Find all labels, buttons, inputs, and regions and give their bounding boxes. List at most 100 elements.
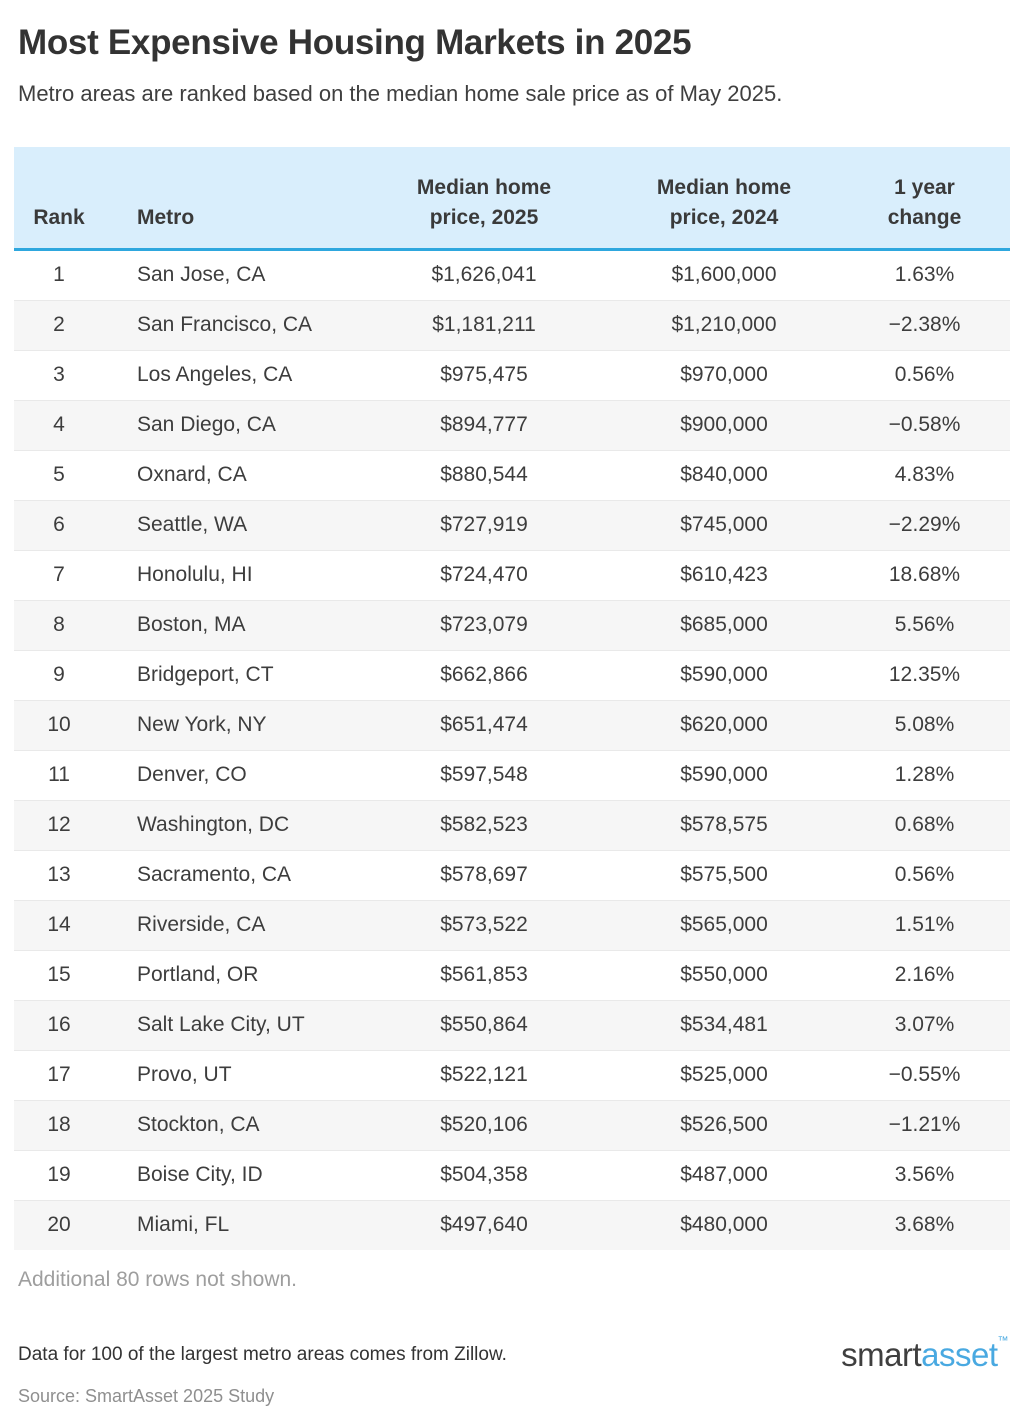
rank-cell: 2	[14, 299, 104, 351]
price-2024-cell: $578,575	[609, 799, 839, 851]
table-row: 20 Miami, FL $497,640 $480,000 3.68%	[14, 1199, 1010, 1250]
table-row: 11 Denver, CO $597,548 $590,000 1.28%	[14, 749, 1010, 801]
housing-markets-table: Rank Metro Median home price, 2025 Media…	[14, 146, 1010, 1250]
table-row: 6 Seattle, WA $727,919 $745,000 −2.29%	[14, 499, 1010, 551]
metro-cell: Los Angeles, CA	[104, 349, 359, 401]
table-row: 15 Portland, OR $561,853 $550,000 2.16%	[14, 949, 1010, 1001]
metro-cell: Provo, UT	[104, 1049, 359, 1101]
change-cell: 12.35%	[839, 649, 1010, 701]
change-cell: 2.16%	[839, 949, 1010, 1001]
rank-cell: 5	[14, 449, 104, 501]
column-header-price-2024: Median home price, 2024	[609, 146, 839, 251]
rank-cell: 13	[14, 849, 104, 901]
metro-cell: Riverside, CA	[104, 899, 359, 951]
rank-cell: 14	[14, 899, 104, 951]
additional-rows-note: Additional 80 rows not shown.	[18, 1267, 297, 1291]
price-2025-cell: $1,181,211	[359, 299, 609, 351]
table-row: 14 Riverside, CA $573,522 $565,000 1.51%	[14, 899, 1010, 951]
column-header-change-line1: 1 year	[894, 175, 955, 199]
change-cell: 4.83%	[839, 449, 1010, 501]
rank-cell: 20	[14, 1199, 104, 1250]
change-cell: 3.56%	[839, 1149, 1010, 1201]
column-header-price-2025: Median home price, 2025	[359, 146, 609, 251]
price-2025-cell: $727,919	[359, 499, 609, 551]
metro-cell: San Diego, CA	[104, 399, 359, 451]
change-cell: −0.55%	[839, 1049, 1010, 1101]
rank-cell: 8	[14, 599, 104, 651]
price-2024-cell: $550,000	[609, 949, 839, 1001]
metro-cell: Miami, FL	[104, 1199, 359, 1250]
change-cell: 1.63%	[894, 263, 955, 287]
metro-cell: Washington, DC	[104, 799, 359, 851]
table-row: 5 Oxnard, CA $880,544 $840,000 4.83%	[14, 449, 1010, 501]
smartasset-logo-smart: smart	[841, 1335, 922, 1373]
price-2024-cell: $534,481	[609, 999, 839, 1051]
price-2025-cell: $504,358	[359, 1149, 609, 1201]
metro-cell: Bridgeport, CT	[104, 649, 359, 701]
change-cell: 5.56%	[839, 599, 1010, 651]
rank-cell: 9	[14, 649, 104, 701]
metro-cell: New York, NY	[104, 699, 359, 751]
column-header-price-2025-line2: price, 2025	[429, 206, 539, 230]
data-source-note: Data for 100 of the largest metro areas …	[18, 1343, 507, 1365]
metro-cell: Stockton, CA	[104, 1099, 359, 1151]
change-cell: 3.68%	[839, 1199, 1010, 1250]
price-2024-cell: $970,000	[609, 349, 839, 401]
metro-cell: Sacramento, CA	[104, 849, 359, 901]
metro-cell: Portland, OR	[104, 949, 359, 1001]
price-2024-cell: $487,000	[609, 1149, 839, 1201]
table-row: 8 Boston, MA $723,079 $685,000 5.56%	[14, 599, 1010, 651]
price-2025-cell: $880,544	[359, 449, 609, 501]
table-row: 17 Provo, UT $522,121 $525,000 −0.55%	[14, 1049, 1010, 1101]
change-cell: 0.68%	[839, 799, 1010, 851]
price-2025-cell: $578,697	[359, 849, 609, 901]
column-header-price-2024-line1: Median home	[656, 175, 792, 199]
footer-notes: Data for 100 of the largest metro areas …	[18, 1336, 507, 1407]
table-row: 3 Los Angeles, CA $975,475 $970,000 0.56…	[14, 349, 1010, 401]
price-2025-cell: $724,470	[359, 549, 609, 601]
footer: Data for 100 of the largest metro areas …	[18, 1335, 1010, 1407]
column-header-price-2025-line1: Median home	[416, 175, 552, 199]
page-subtitle: Metro areas are ranked based on the medi…	[18, 81, 783, 106]
price-2025-cell: $975,475	[359, 349, 609, 401]
rank-cell: 18	[14, 1099, 104, 1151]
metro-cell: Boise City, ID	[104, 1149, 359, 1201]
price-2025-cell: $597,548	[359, 749, 609, 801]
rank-cell: 1	[53, 263, 65, 287]
price-2024-cell: $610,423	[609, 549, 839, 601]
metro-cell: Honolulu, HI	[104, 549, 359, 601]
column-header-rank-label: Rank	[33, 206, 85, 230]
price-2025-cell: $520,106	[359, 1099, 609, 1151]
rank-cell: 19	[14, 1149, 104, 1201]
change-cell: −2.29%	[839, 499, 1010, 551]
change-cell: 0.56%	[839, 349, 1010, 401]
column-header-rank: Rank	[14, 146, 104, 251]
price-2024-cell: $745,000	[609, 499, 839, 551]
price-2025-cell: $573,522	[359, 899, 609, 951]
metro-cell: Salt Lake City, UT	[104, 999, 359, 1051]
rank-cell: 6	[14, 499, 104, 551]
price-2024-cell: $525,000	[609, 1049, 839, 1101]
price-2025-cell: $723,079	[359, 599, 609, 651]
metro-cell: Oxnard, CA	[104, 449, 359, 501]
rank-cell: 3	[14, 349, 104, 401]
metro-cell: Denver, CO	[104, 749, 359, 801]
price-2024-cell: $480,000	[609, 1199, 839, 1250]
price-2024-cell: $620,000	[609, 699, 839, 751]
price-2024-cell: $685,000	[609, 599, 839, 651]
rank-cell: 16	[14, 999, 104, 1051]
change-cell: 18.68%	[839, 549, 1010, 601]
smartasset-logo: smartasset™	[841, 1335, 1008, 1373]
table-row: 2 San Francisco, CA $1,181,211 $1,210,00…	[14, 299, 1010, 351]
rank-cell: 17	[14, 1049, 104, 1101]
change-cell: 1.28%	[839, 749, 1010, 801]
price-2024-cell: $575,500	[609, 849, 839, 901]
price-2024-cell: $590,000	[609, 749, 839, 801]
rank-cell: 10	[14, 699, 104, 751]
price-2025-cell: $651,474	[359, 699, 609, 751]
price-2024-cell: $840,000	[609, 449, 839, 501]
change-cell: −0.58%	[839, 399, 1010, 451]
column-header-price-2024-line2: price, 2024	[669, 206, 779, 230]
smartasset-logo-asset: asset	[921, 1335, 998, 1373]
price-2024-cell: $1,210,000	[609, 299, 839, 351]
